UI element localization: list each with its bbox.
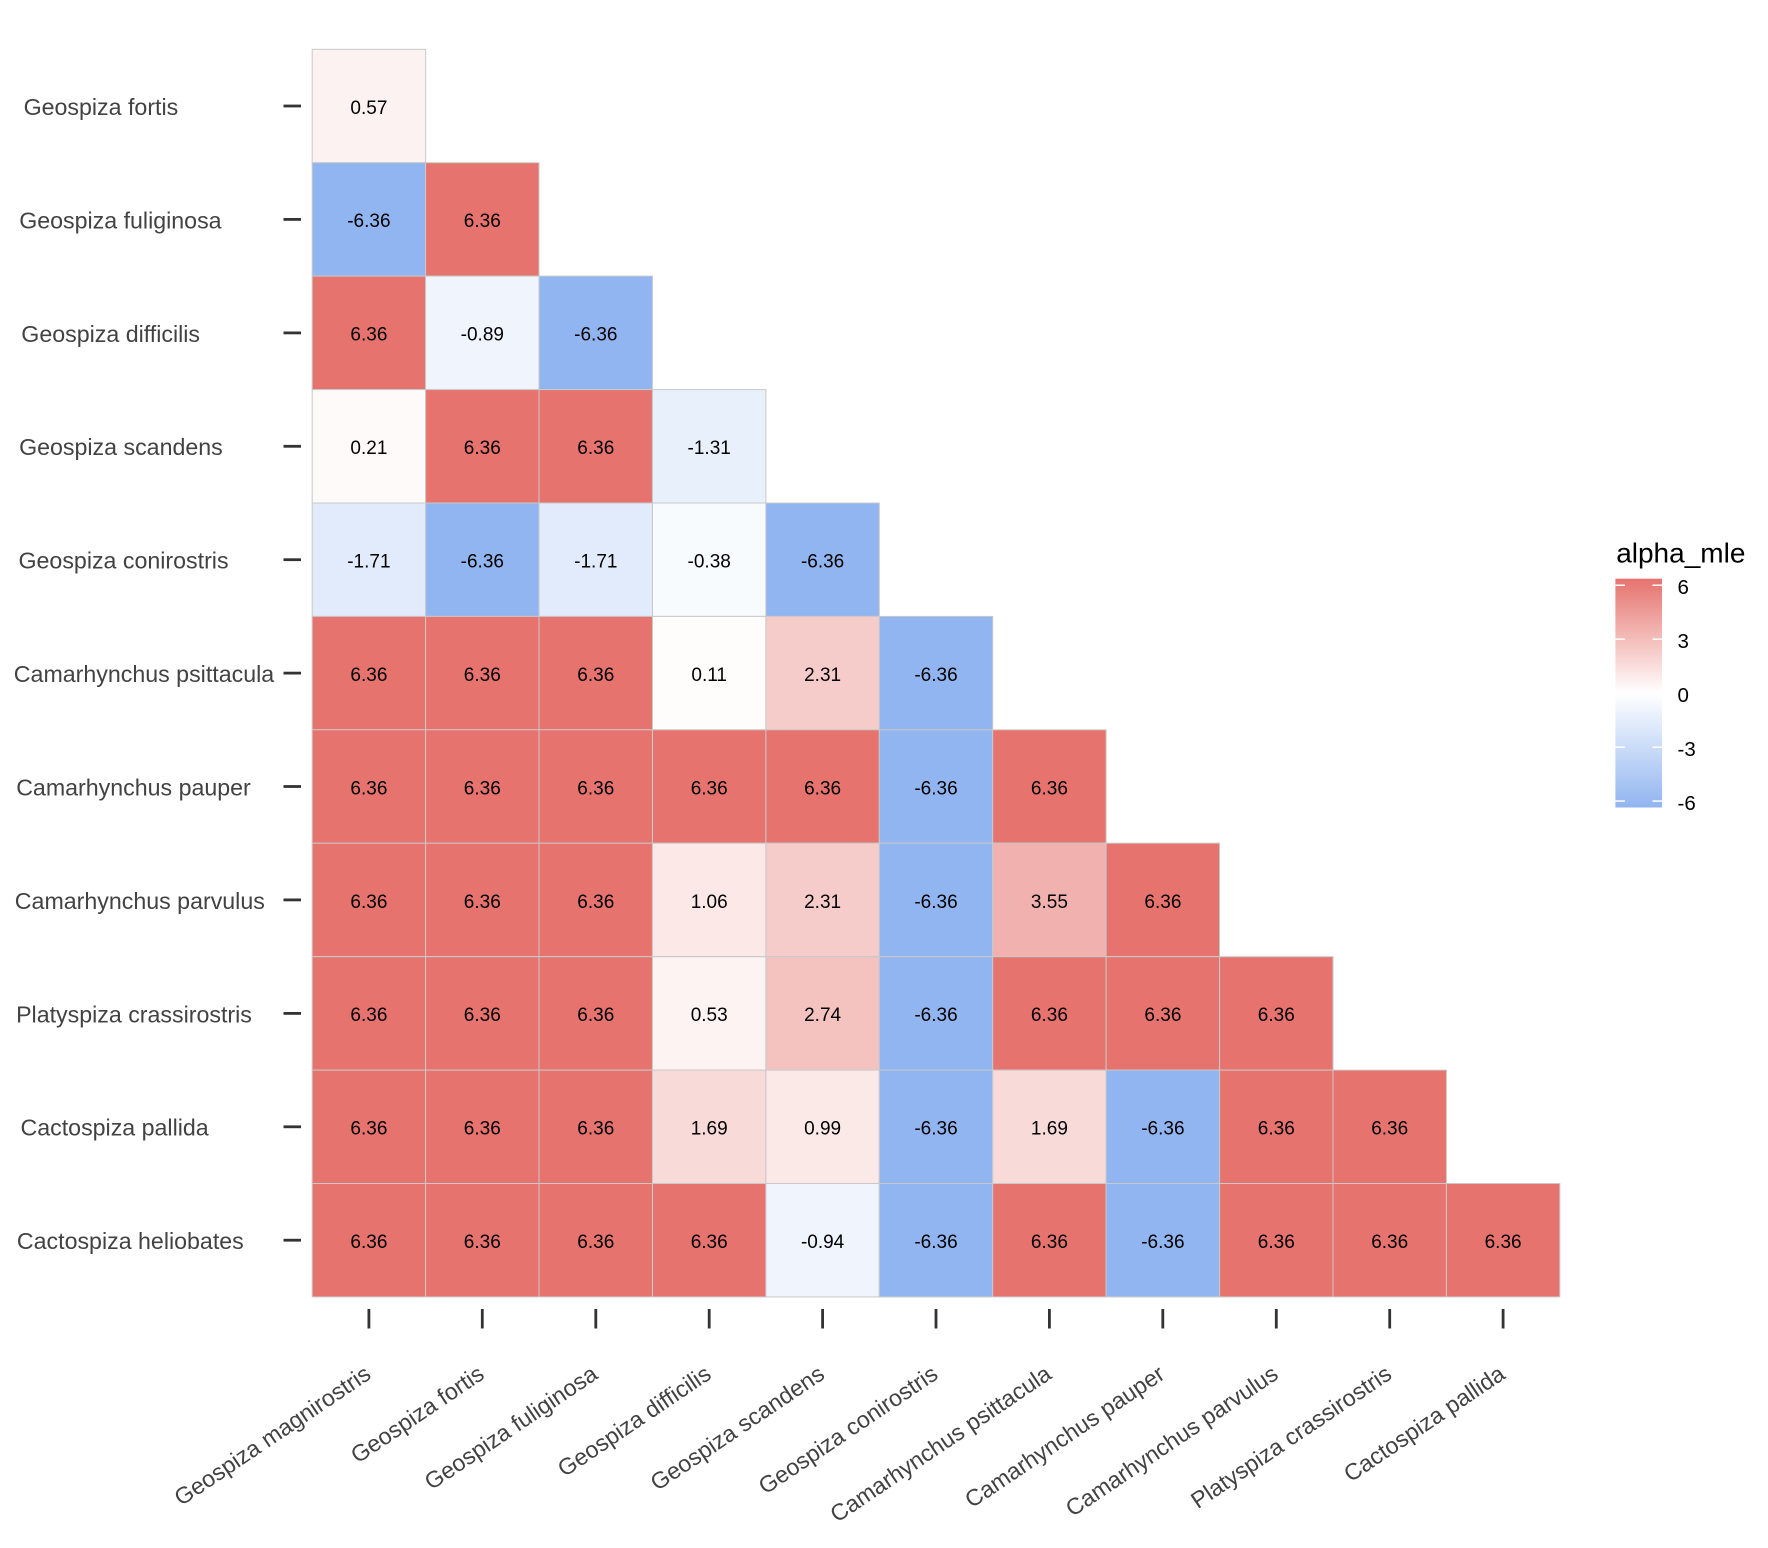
svg-text:6.36: 6.36 [804, 778, 841, 799]
svg-text:6.36: 6.36 [350, 778, 387, 799]
svg-text:6.36: 6.36 [464, 778, 501, 799]
svg-text:6.36: 6.36 [1031, 1005, 1068, 1026]
svg-text:-6.36: -6.36 [914, 665, 957, 686]
svg-text:6.36: 6.36 [464, 1005, 501, 1026]
svg-text:6.36: 6.36 [577, 778, 614, 799]
svg-text:Camarhynchus parvulus: Camarhynchus parvulus [15, 888, 265, 914]
svg-text:1.06: 1.06 [691, 892, 728, 913]
svg-text:6.36: 6.36 [577, 1005, 614, 1026]
svg-text:-0.38: -0.38 [688, 552, 731, 573]
svg-text:-0.89: -0.89 [461, 325, 504, 346]
svg-text:6.36: 6.36 [1031, 1232, 1068, 1253]
svg-text:-6.36: -6.36 [914, 892, 957, 913]
svg-text:6.36: 6.36 [1258, 1005, 1295, 1026]
svg-text:6.36: 6.36 [1258, 1119, 1295, 1140]
svg-text:3.55: 3.55 [1031, 892, 1068, 913]
svg-text:-6.36: -6.36 [914, 1232, 957, 1253]
svg-text:3: 3 [1678, 630, 1689, 653]
svg-text:Geospiza conirostris: Geospiza conirostris [19, 548, 229, 574]
svg-text:6.36: 6.36 [691, 1232, 728, 1253]
svg-text:2.74: 2.74 [804, 1005, 841, 1026]
svg-text:6.36: 6.36 [1144, 1005, 1181, 1026]
svg-text:-6.36: -6.36 [1141, 1119, 1184, 1140]
svg-text:-6.36: -6.36 [914, 778, 957, 799]
svg-text:Platyspiza crassirostris: Platyspiza crassirostris [16, 1001, 252, 1027]
svg-text:6.36: 6.36 [1371, 1232, 1408, 1253]
svg-text:6.36: 6.36 [464, 211, 501, 232]
svg-text:6.36: 6.36 [577, 892, 614, 913]
svg-text:2.31: 2.31 [804, 892, 841, 913]
svg-text:0: 0 [1678, 684, 1689, 707]
svg-text:1.69: 1.69 [1031, 1119, 1068, 1140]
svg-text:-6.36: -6.36 [914, 1005, 957, 1026]
svg-text:Camarhynchus psittacula: Camarhynchus psittacula [14, 661, 274, 687]
svg-text:6.36: 6.36 [1031, 778, 1068, 799]
svg-text:-1.31: -1.31 [688, 438, 731, 459]
svg-text:6.36: 6.36 [1144, 892, 1181, 913]
svg-text:6.36: 6.36 [350, 325, 387, 346]
svg-text:6.36: 6.36 [464, 665, 501, 686]
svg-text:-6.36: -6.36 [801, 552, 844, 573]
svg-text:6.36: 6.36 [1485, 1232, 1522, 1253]
svg-text:6: 6 [1678, 576, 1689, 599]
svg-text:6.36: 6.36 [464, 1232, 501, 1253]
svg-text:Geospiza scandens: Geospiza scandens [19, 434, 223, 460]
svg-text:1.69: 1.69 [691, 1119, 728, 1140]
svg-text:alpha_mle: alpha_mle [1616, 538, 1745, 569]
svg-text:-6.36: -6.36 [914, 1119, 957, 1140]
svg-text:6.36: 6.36 [350, 1232, 387, 1253]
svg-text:6.36: 6.36 [464, 892, 501, 913]
svg-text:-6.36: -6.36 [347, 211, 390, 232]
svg-text:6.36: 6.36 [350, 665, 387, 686]
svg-text:2.31: 2.31 [804, 665, 841, 686]
svg-text:-6.36: -6.36 [461, 552, 504, 573]
svg-text:-1.71: -1.71 [347, 552, 390, 573]
svg-text:6.36: 6.36 [464, 438, 501, 459]
svg-text:-6.36: -6.36 [1141, 1232, 1184, 1253]
svg-text:6.36: 6.36 [350, 1119, 387, 1140]
svg-text:Geospiza difficilis: Geospiza difficilis [21, 321, 200, 347]
svg-text:-6.36: -6.36 [574, 325, 617, 346]
svg-text:0.57: 0.57 [350, 98, 387, 119]
svg-text:Geospiza fortis: Geospiza fortis [24, 94, 179, 120]
svg-text:6.36: 6.36 [464, 1119, 501, 1140]
svg-text:6.36: 6.36 [577, 1119, 614, 1140]
svg-text:-1.71: -1.71 [574, 552, 617, 573]
svg-text:0.53: 0.53 [691, 1005, 728, 1026]
svg-text:6.36: 6.36 [577, 1232, 614, 1253]
svg-text:6.36: 6.36 [577, 665, 614, 686]
svg-text:Geospiza fuliginosa: Geospiza fuliginosa [19, 207, 221, 233]
svg-text:-0.94: -0.94 [801, 1232, 845, 1253]
svg-text:0.11: 0.11 [691, 665, 727, 686]
svg-text:6.36: 6.36 [350, 1005, 387, 1026]
svg-text:6.36: 6.36 [1371, 1119, 1408, 1140]
svg-text:6.36: 6.36 [350, 892, 387, 913]
svg-text:0.21: 0.21 [350, 438, 387, 459]
svg-text:6.36: 6.36 [577, 438, 614, 459]
svg-text:Camarhynchus pauper: Camarhynchus pauper [16, 774, 251, 800]
svg-text:Cactospiza heliobates: Cactospiza heliobates [17, 1228, 244, 1254]
svg-text:Cactospiza pallida: Cactospiza pallida [21, 1115, 209, 1141]
svg-text:6.36: 6.36 [1258, 1232, 1295, 1253]
svg-text:0.99: 0.99 [804, 1119, 841, 1140]
svg-text:-6: -6 [1678, 792, 1696, 815]
svg-text:-3: -3 [1678, 738, 1696, 761]
svg-text:6.36: 6.36 [691, 778, 728, 799]
